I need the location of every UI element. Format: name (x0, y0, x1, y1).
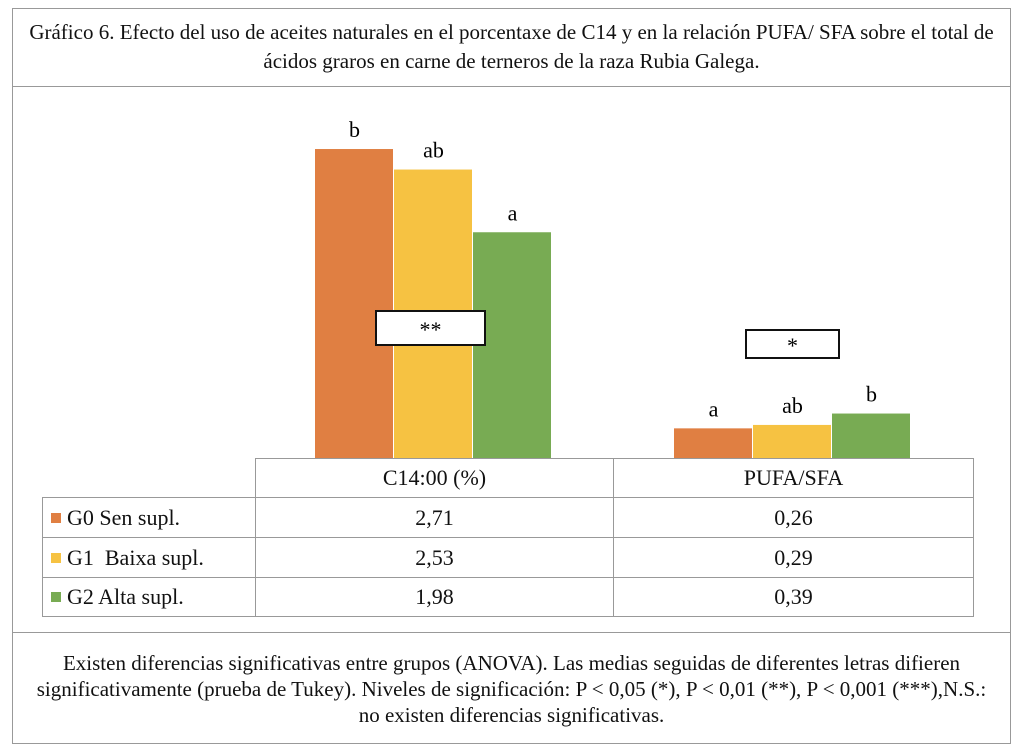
table-value: 0,26 (613, 497, 974, 538)
legend-label: G1 Baixa supl. (67, 544, 204, 570)
bar (753, 424, 831, 458)
bar-letter-label: b (349, 117, 360, 142)
significance-label: ** (420, 317, 442, 342)
bar-letter-label: a (508, 200, 518, 225)
legend-label: G2 Alta supl. (67, 584, 184, 609)
bar (315, 149, 393, 458)
table-header: C14:00 (%) (255, 458, 614, 498)
table-header: PUFA/SFA (613, 458, 974, 498)
footnote: Existen diferencias significativas entre… (12, 632, 1011, 744)
table-value: 1,98 (255, 577, 614, 617)
legend-swatch (51, 512, 61, 523)
legend-swatch (51, 592, 61, 602)
bar (674, 428, 752, 458)
bar-letter-label: ab (782, 393, 803, 418)
table-value: 2,71 (255, 497, 614, 538)
significance-box (745, 329, 840, 359)
table-value: 2,53 (255, 537, 614, 578)
bar-letter-label: ab (423, 138, 444, 163)
table-value: 0,29 (613, 537, 974, 578)
bar (832, 413, 910, 458)
significance-label: * (787, 333, 798, 358)
significance-box (375, 310, 486, 346)
legend-cell: G0 Sen supl. (42, 497, 256, 538)
legend-cell: G1 Baixa supl. (42, 537, 256, 578)
figure-frame (12, 8, 1011, 744)
bar-letter-label: a (709, 396, 719, 421)
bar-letter-label: b (866, 382, 877, 407)
legend-label: G0 Sen supl. (67, 504, 181, 530)
chart-title: Gráfico 6. Efecto del uso de aceites nat… (12, 8, 1011, 87)
legend-cell: G2 Alta supl. (42, 577, 256, 617)
legend-swatch (51, 552, 61, 563)
table-value: 0,39 (613, 577, 974, 617)
